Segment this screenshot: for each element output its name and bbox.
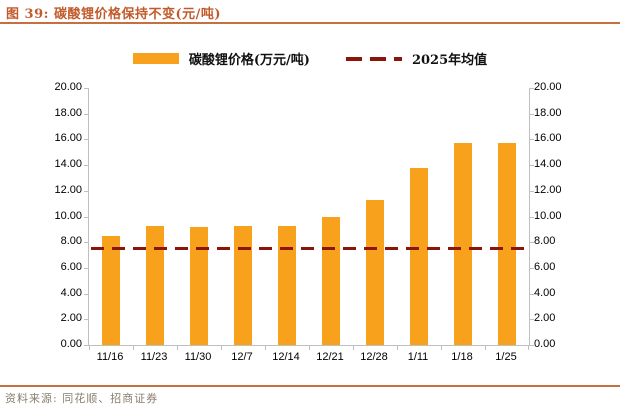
- bar: [146, 225, 164, 345]
- y-axis-labels-left: 0.00 2.00 4.00 6.00 8.00 10.00 12.00 14.00 16.00…: [32, 81, 82, 350]
- legend-bar-label: 碳酸锂价格(万元/吨): [188, 53, 310, 68]
- y-tick-label: 20.00: [54, 81, 82, 93]
- y-tick-left: [84, 319, 88, 321]
- y-tick-right: [530, 113, 534, 115]
- y-tick-label: 6.00: [534, 260, 556, 273]
- x-category-label: 12/21: [316, 351, 344, 363]
- y-tick-label: 16.00: [54, 132, 82, 145]
- y-tick-label: 20.00: [534, 81, 562, 93]
- y-tick-left: [84, 165, 88, 167]
- y-tick-right: [530, 216, 534, 218]
- y-tick-label: 12.00: [534, 183, 562, 196]
- legend-dash-swatch-icon: [345, 56, 402, 61]
- legend-line-label: 2025年均值: [411, 53, 488, 68]
- y-tick-right: [530, 139, 534, 141]
- bar: [234, 225, 252, 345]
- y-tick-right: [530, 242, 534, 244]
- bar: [454, 143, 472, 345]
- x-category-label: 11/30: [184, 351, 212, 363]
- y-tick-label: 4.00: [534, 286, 556, 299]
- y-tick-right: [530, 165, 534, 167]
- x-tick: [485, 345, 486, 350]
- x-category-label: 1/18: [451, 351, 473, 363]
- x-category-label: 12/7: [231, 351, 253, 363]
- y-tick-label: 0.00: [534, 338, 556, 350]
- y-tick-label: 0.00: [60, 338, 82, 350]
- x-tick: [133, 345, 134, 350]
- y-tick-left: [84, 113, 88, 115]
- x-tick: [177, 345, 178, 350]
- y-tick-left: [84, 345, 88, 346]
- x-tick: [309, 345, 310, 350]
- y-tick-right: [530, 267, 534, 269]
- x-axis-labels: 11/16 11/23 11/30 12/7 12/14 12/21 12/28 1/11 1/…: [88, 351, 528, 367]
- y-tick-label: 14.00: [534, 158, 562, 171]
- x-tick: [441, 345, 442, 350]
- y-tick-right: [530, 293, 534, 295]
- y-tick-left: [84, 216, 88, 218]
- y-tick-right: [530, 88, 534, 89]
- bar: [322, 216, 340, 345]
- x-category-label: 11/23: [140, 351, 168, 363]
- y-tick-right: [530, 345, 534, 346]
- y-tick-label: 2.00: [534, 312, 556, 325]
- y-tick-right: [530, 319, 534, 321]
- y-tick-label: 16.00: [534, 132, 562, 145]
- y-tick-label: 4.00: [60, 286, 82, 299]
- y-tick-label: 10.00: [54, 209, 82, 222]
- bar: [278, 225, 296, 345]
- bar: [366, 199, 384, 345]
- x-tick: [528, 345, 529, 350]
- y-tick-label: 18.00: [54, 106, 82, 119]
- bar: [190, 226, 208, 345]
- y-tick-label: 8.00: [60, 235, 82, 248]
- bar: [410, 167, 428, 345]
- title-divider: [0, 22, 620, 24]
- y-tick-label: 8.00: [534, 235, 556, 248]
- y-tick-left: [84, 267, 88, 269]
- x-tick: [353, 345, 354, 350]
- bar: [498, 143, 516, 345]
- x-category-label: 1/25: [495, 351, 517, 363]
- chart-legend: 碳酸锂价格(万元/吨) 2025年均值: [0, 49, 620, 68]
- y-tick-left: [84, 293, 88, 295]
- figure-title: 图 39: 碳酸锂价格保持不变(元/吨): [6, 7, 221, 22]
- x-tick: [397, 345, 398, 350]
- y-axis-labels-right: 0.00 2.00 4.00 6.00 8.00 10.00 12.00 14.00 16.00…: [534, 81, 584, 350]
- x-category-label: 12/14: [272, 351, 300, 363]
- y-tick-label: 2.00: [60, 312, 82, 325]
- y-tick-label: 10.00: [534, 209, 562, 222]
- x-tick: [221, 345, 222, 350]
- bar: [102, 235, 120, 345]
- y-tick-left: [84, 242, 88, 244]
- y-tick-label: 14.00: [54, 158, 82, 171]
- y-tick-label: 12.00: [54, 183, 82, 196]
- y-tick-left: [84, 88, 88, 89]
- x-tick: [265, 345, 266, 350]
- y-tick-right: [530, 190, 534, 192]
- y-tick-left: [84, 190, 88, 192]
- footer-divider: [0, 385, 620, 387]
- x-category-label: 1/11: [407, 351, 429, 363]
- y-tick-label: 6.00: [60, 260, 82, 273]
- y-tick-left: [84, 139, 88, 141]
- x-category-label: 11/16: [96, 351, 124, 363]
- source-note: 资料来源: 同花顺、招商证券: [5, 392, 159, 405]
- legend-bar-swatch-icon: [132, 53, 179, 64]
- y-tick-label: 18.00: [534, 106, 562, 119]
- plot-area: [84, 88, 534, 350]
- mean-line: [91, 246, 527, 250]
- x-category-label: 12/28: [360, 351, 388, 363]
- x-tick: [89, 345, 90, 350]
